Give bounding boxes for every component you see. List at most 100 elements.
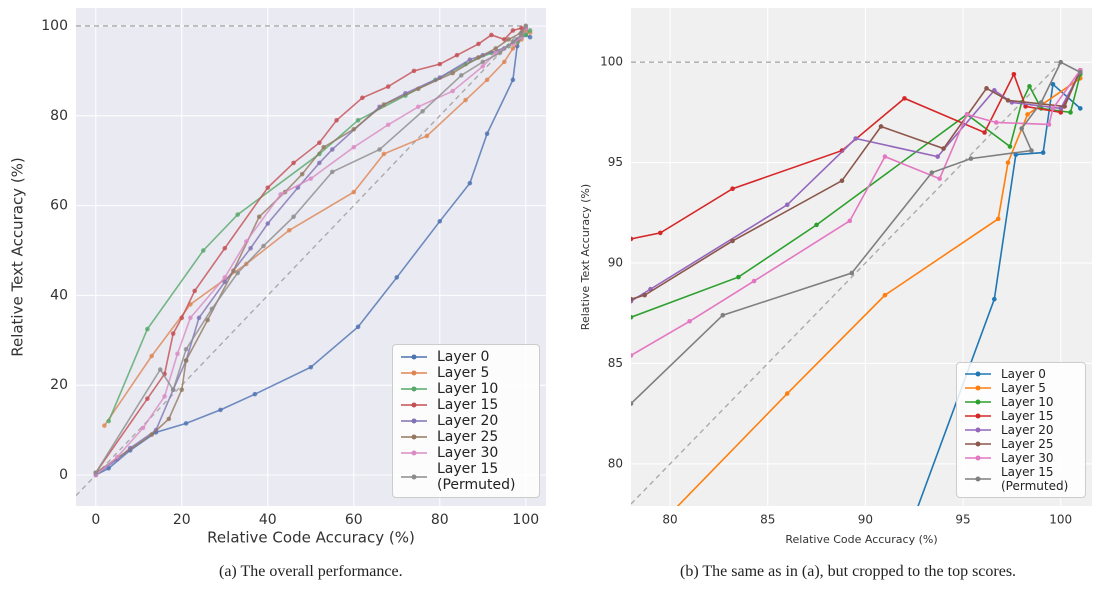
data-point [351, 126, 357, 132]
data-point [510, 46, 516, 51]
data-point [847, 218, 853, 224]
data-point [334, 117, 339, 123]
data-point [102, 423, 107, 428]
y-tick-label: 0 [59, 467, 68, 483]
data-point [170, 387, 176, 392]
legend-entry: Layer 25 [399, 429, 533, 445]
data-point [968, 156, 974, 161]
legend: Layer 0 Layer 5 Layer 10 Layer 15 Layer 20 La… [956, 362, 1086, 498]
data-point [317, 140, 322, 146]
data-point [188, 315, 193, 321]
data-point [377, 147, 382, 152]
y-axis-label: Relative Text Accuracy (%) [9, 157, 27, 357]
series-line [631, 74, 1082, 318]
series-line [917, 82, 1081, 506]
legend-label: Layer 0 [437, 349, 490, 365]
legend-label: Layer 20 [437, 413, 499, 429]
data-point [321, 144, 326, 150]
legend-entry: Layer 20 [399, 413, 533, 429]
data-point [982, 130, 987, 135]
data-point [140, 425, 146, 431]
data-point [506, 37, 511, 42]
legend-swatch [401, 402, 427, 408]
data-point [510, 77, 516, 83]
y-tick-label: 95 [608, 155, 623, 169]
series-line [631, 69, 1082, 240]
caption: (a) The overall performance. [219, 563, 403, 580]
data-point [501, 59, 507, 65]
data-point [1038, 100, 1044, 105]
data-point [484, 131, 490, 137]
data-point [179, 315, 185, 321]
legend-label: Layer 25 [1001, 437, 1054, 451]
legend-swatch [401, 474, 427, 480]
data-point [183, 346, 189, 352]
data-point [299, 171, 305, 177]
legend-entry: Layer 0 [963, 367, 1079, 381]
legend-swatch [401, 450, 427, 456]
data-point [222, 245, 228, 251]
legend-marker [411, 386, 417, 392]
data-point [941, 146, 946, 151]
data-point [106, 418, 111, 424]
data-point [929, 170, 935, 175]
data-point [196, 315, 202, 321]
data-point [658, 230, 663, 236]
data-point [463, 97, 468, 103]
data-point [751, 278, 757, 284]
data-point [149, 432, 154, 437]
y-tick-label: 40 [50, 287, 68, 303]
legend-marker [975, 427, 981, 433]
legend-swatch [401, 370, 427, 376]
legend-swatch [965, 399, 991, 405]
data-point [1046, 122, 1052, 127]
data-point [631, 236, 634, 242]
data-point [1011, 71, 1017, 77]
legend-marker [411, 450, 417, 456]
data-point [631, 314, 634, 320]
data-point [1040, 150, 1046, 155]
data-point [424, 133, 430, 139]
data-point [995, 216, 1001, 222]
data-point [179, 387, 185, 392]
data-point [631, 353, 634, 358]
data-point [642, 292, 647, 298]
data-point [1019, 126, 1024, 131]
data-point [687, 318, 692, 324]
x-tick-label: 95 [955, 513, 970, 527]
data-point [243, 239, 249, 244]
data-point [519, 25, 524, 31]
legend-swatch [965, 385, 991, 391]
y-tick-label: 90 [608, 256, 623, 270]
legend-swatch [965, 441, 991, 447]
data-point [882, 292, 888, 298]
data-point [467, 180, 473, 186]
legend-entry: Layer 20 [963, 423, 1079, 437]
series-line [631, 69, 1082, 300]
legend-marker [975, 413, 981, 419]
legend-entry: Layer 0 [399, 349, 533, 365]
x-tick-label: 80 [662, 513, 677, 527]
data-point [1058, 110, 1064, 115]
series-line [95, 27, 527, 476]
plot-area [631, 59, 1083, 506]
data-point [1007, 144, 1013, 149]
legend-swatch [401, 354, 427, 360]
data-point [291, 160, 296, 166]
legend-swatch [401, 418, 427, 424]
data-point [1029, 148, 1034, 153]
data-point [145, 396, 150, 401]
legend-label: Layer 15 (Permuted) [1001, 465, 1069, 493]
legend-label: Layer 5 [437, 365, 490, 381]
data-point [497, 50, 503, 56]
data-point [355, 117, 361, 123]
legend-marker [975, 385, 981, 391]
data-point [510, 28, 516, 33]
legend-label: Layer 15 (Permuted) [437, 461, 516, 493]
data-point [209, 306, 215, 312]
data-point [351, 189, 357, 195]
data-point [248, 245, 253, 251]
data-point [329, 147, 335, 152]
legend-swatch [965, 476, 991, 482]
